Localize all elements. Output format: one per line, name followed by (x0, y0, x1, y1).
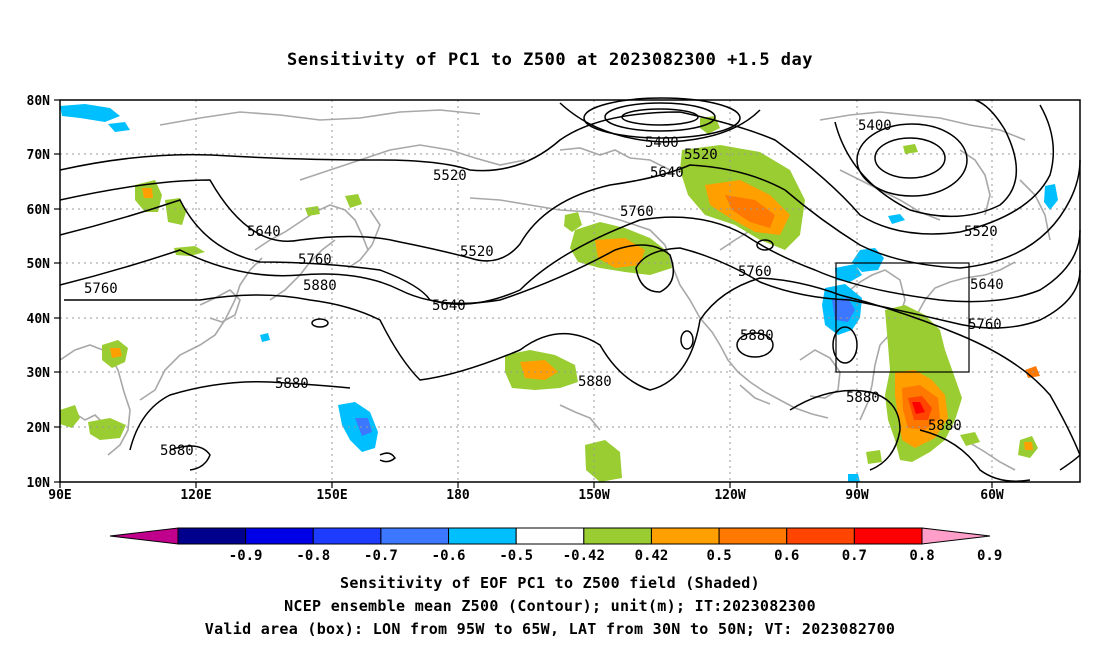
contour-label: 5640 (970, 277, 1004, 293)
valid-area-box (835, 262, 970, 373)
colorbar-label: -0.8 (296, 548, 330, 564)
colorbar-swatch (448, 527, 517, 545)
contour-label: 5880 (740, 328, 774, 344)
contour-label: 5520 (684, 147, 718, 163)
lat-labels: 80N 70N 60N 50N 40N 30N 20N 10N (27, 94, 51, 491)
lon-label: 150E (316, 488, 347, 503)
lon-label: 90E (48, 488, 71, 503)
colorbar-label: 0.7 (842, 548, 867, 564)
contour-label: 5880 (160, 443, 194, 459)
colorbar-label: -0.5 (499, 548, 533, 564)
colorbar-arrow-high (921, 527, 991, 545)
colorbar-arrow-low (109, 527, 179, 545)
contour-label: 5400 (858, 118, 892, 134)
contour-label: 5760 (738, 264, 772, 280)
contour-label: 5640 (650, 165, 684, 181)
colorbar-label: 0.42 (635, 548, 669, 564)
lat-label: 70N (27, 148, 51, 163)
z500-contours (59, 97, 1081, 482)
colorbar-swatch (380, 527, 450, 545)
gridlines (60, 100, 1080, 482)
contour-label: 5880 (578, 374, 612, 390)
map-frame (59, 99, 1081, 483)
colorbar-label: 0.5 (706, 548, 731, 564)
colorbar-label: 0.8 (909, 548, 934, 564)
contour-label: 5520 (460, 244, 494, 260)
lon-label: 120W (714, 488, 745, 503)
colorbar-swatch (177, 527, 247, 545)
contour-label: 5880 (928, 418, 962, 434)
sensitivity-shading (60, 104, 1058, 482)
contour-label: 5880 (303, 278, 337, 294)
lon-label: 150W (578, 488, 609, 503)
colorbar-swatch (245, 527, 314, 545)
colorbar-label: 0.9 (977, 548, 1002, 564)
lat-label: 10N (27, 476, 51, 491)
lon-label: 120E (180, 488, 211, 503)
contour-label: 5760 (84, 281, 118, 297)
lon-label: 60W (980, 488, 1004, 503)
colorbar-swatch (786, 527, 855, 545)
contour-label: 5760 (298, 252, 332, 268)
caption-line-1: Sensitivity of EOF PC1 to Z500 field (Sh… (340, 574, 760, 592)
lat-label: 50N (27, 257, 51, 272)
lat-label: 60N (27, 203, 51, 218)
colorbar-label: -0.42 (563, 548, 605, 564)
contour-label: 5640 (432, 298, 466, 314)
contour-label: 5640 (247, 224, 281, 240)
colorbar-swatch (312, 527, 382, 545)
contour-label: 5520 (964, 224, 998, 240)
colorbar: -0.9 -0.8 -0.7 -0.6 -0.5 -0.42 0.42 0.5 0.6 0.7 0.… (109, 527, 1002, 564)
contour-label: 5760 (620, 204, 654, 220)
contour-label: 5880 (275, 376, 309, 392)
contour-label: 5520 (433, 168, 467, 184)
colorbar-label: -0.7 (364, 548, 398, 564)
colorbar-swatch (583, 527, 652, 545)
lon-labels: 90E 120E 150E 180 150W 120W 90W 60W (48, 488, 1004, 503)
map-title: Sensitivity of PC1 to Z500 at 2023082300… (286, 50, 813, 70)
tick-marks (54, 99, 993, 488)
colorbar-label: -0.9 (229, 548, 263, 564)
caption-line-2: NCEP ensemble mean Z500 (Contour); unit(… (284, 597, 816, 615)
colorbar-swatch (718, 527, 788, 545)
lat-label: 20N (27, 421, 51, 436)
colorbar-swatch (650, 527, 720, 545)
contour-label: 5400 (645, 135, 679, 151)
caption-line-3: Valid area (box): LON from 95W to 65W, L… (204, 620, 896, 638)
colorbar-label: 0.6 (774, 548, 799, 564)
colorbar-label: -0.6 (432, 548, 466, 564)
colorbar-swatch (515, 527, 585, 545)
lat-label: 30N (27, 366, 51, 381)
contour-label: 5760 (968, 317, 1002, 333)
lat-label: 40N (27, 312, 51, 327)
lon-label: 180 (446, 488, 470, 503)
colorbar-swatch (853, 527, 923, 545)
lat-label: 80N (27, 94, 51, 109)
lon-label: 90W (845, 488, 869, 503)
contour-label: 5880 (846, 390, 880, 406)
contour-labels: 5400 5520 5640 5760 5880 5400 5520 5640 … (84, 118, 1004, 459)
